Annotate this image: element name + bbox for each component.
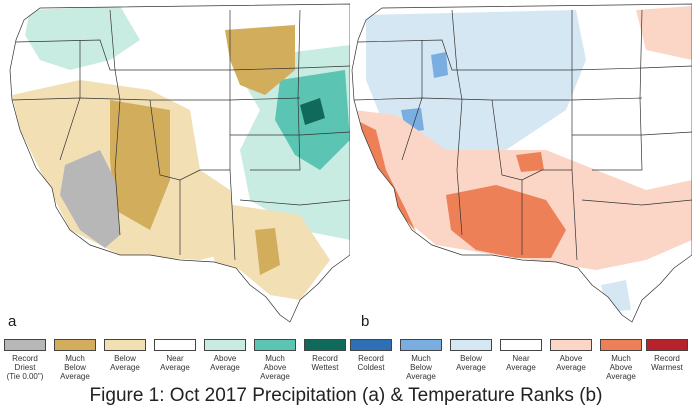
legend-item-above-avg-precip: Above Average	[200, 339, 250, 372]
legend-label: Much Below Average	[406, 354, 436, 381]
temp-much-below-avg-1	[431, 52, 448, 78]
temp-much-above-avg-colorado	[516, 152, 544, 172]
temp-much-above-avg-southwest	[446, 185, 566, 258]
state-borders-a	[9, 3, 350, 323]
legend-label: Much Above Average	[606, 354, 636, 381]
precipitation-map	[9, 3, 350, 323]
legend-item-near-avg-precip: Near Average	[150, 339, 200, 372]
legend-label: Record Warmest	[651, 354, 683, 372]
legend-item-below-avg-temp: Below Average	[446, 339, 496, 372]
legend-swatch	[550, 339, 592, 351]
legend-swatch	[400, 339, 442, 351]
temperature-map	[351, 3, 692, 323]
legend-label: Much Above Average	[260, 354, 290, 381]
legend-swatch	[350, 339, 392, 351]
legend-label: Near Average	[160, 354, 190, 372]
legend-label: Record Driest (Tie 0.00")	[6, 354, 44, 381]
legend-label: Record Wettest	[311, 354, 339, 372]
precip-much-below-avg-utah	[110, 100, 170, 230]
legend-item-below-avg-precip: Below Average	[100, 339, 150, 372]
legend-item-much-below-avg-temp: Much Below Average	[396, 339, 446, 381]
precip-much-below-avg-dakotas	[225, 25, 295, 95]
temp-much-above-avg-california	[356, 120, 416, 232]
panel-a-label: a	[8, 313, 17, 330]
temp-above-avg-east	[636, 6, 692, 60]
legend: Record Driest (Tie 0.00") Much Below Ave…	[0, 339, 692, 384]
legend-item-above-avg-temp: Above Average	[546, 339, 596, 372]
legend-swatch	[54, 339, 96, 351]
legend-item-record-driest: Record Driest (Tie 0.00")	[0, 339, 50, 381]
legend-label: Much Below Average	[60, 354, 90, 381]
legend-item-much-below-avg-precip: Much Below Average	[50, 339, 100, 381]
legend-label: Below Average	[456, 354, 486, 372]
legend-swatch	[104, 339, 146, 351]
legend-swatch	[154, 339, 196, 351]
legend-item-much-above-avg-precip: Much Above Average	[250, 339, 300, 381]
panel-b-label: b	[361, 313, 370, 330]
legend-swatch	[254, 339, 296, 351]
legend-swatch	[600, 339, 642, 351]
legend-item-record-wettest: Record Wettest	[300, 339, 350, 372]
legend-swatch	[500, 339, 542, 351]
legend-swatch	[204, 339, 246, 351]
precip-record-driest	[60, 150, 120, 248]
legend-swatch	[646, 339, 688, 351]
legend-item-record-warmest: Record Warmest	[642, 339, 692, 372]
legend-swatch	[304, 339, 346, 351]
legend-label: Record Coldest	[357, 354, 385, 372]
legend-item-near-avg-temp: Near Average	[496, 339, 546, 372]
temp-above-avg-southwest	[354, 110, 692, 270]
legend-label: Above Average	[210, 354, 240, 372]
figure-caption: Figure 1: Oct 2017 Precipitation (a) & T…	[89, 385, 603, 406]
precip-record-wettest	[300, 98, 325, 125]
legend-label: Above Average	[556, 354, 586, 372]
legend-swatch	[4, 339, 46, 351]
legend-swatch	[450, 339, 492, 351]
state-borders-b	[351, 3, 692, 323]
legend-item-record-coldest: Record Coldest	[346, 339, 396, 372]
legend-label: Near Average	[506, 354, 536, 372]
precip-much-below-avg-texas	[255, 228, 280, 275]
legend-item-much-above-avg-temp: Much Above Average	[596, 339, 646, 381]
legend-label: Below Average	[110, 354, 140, 372]
